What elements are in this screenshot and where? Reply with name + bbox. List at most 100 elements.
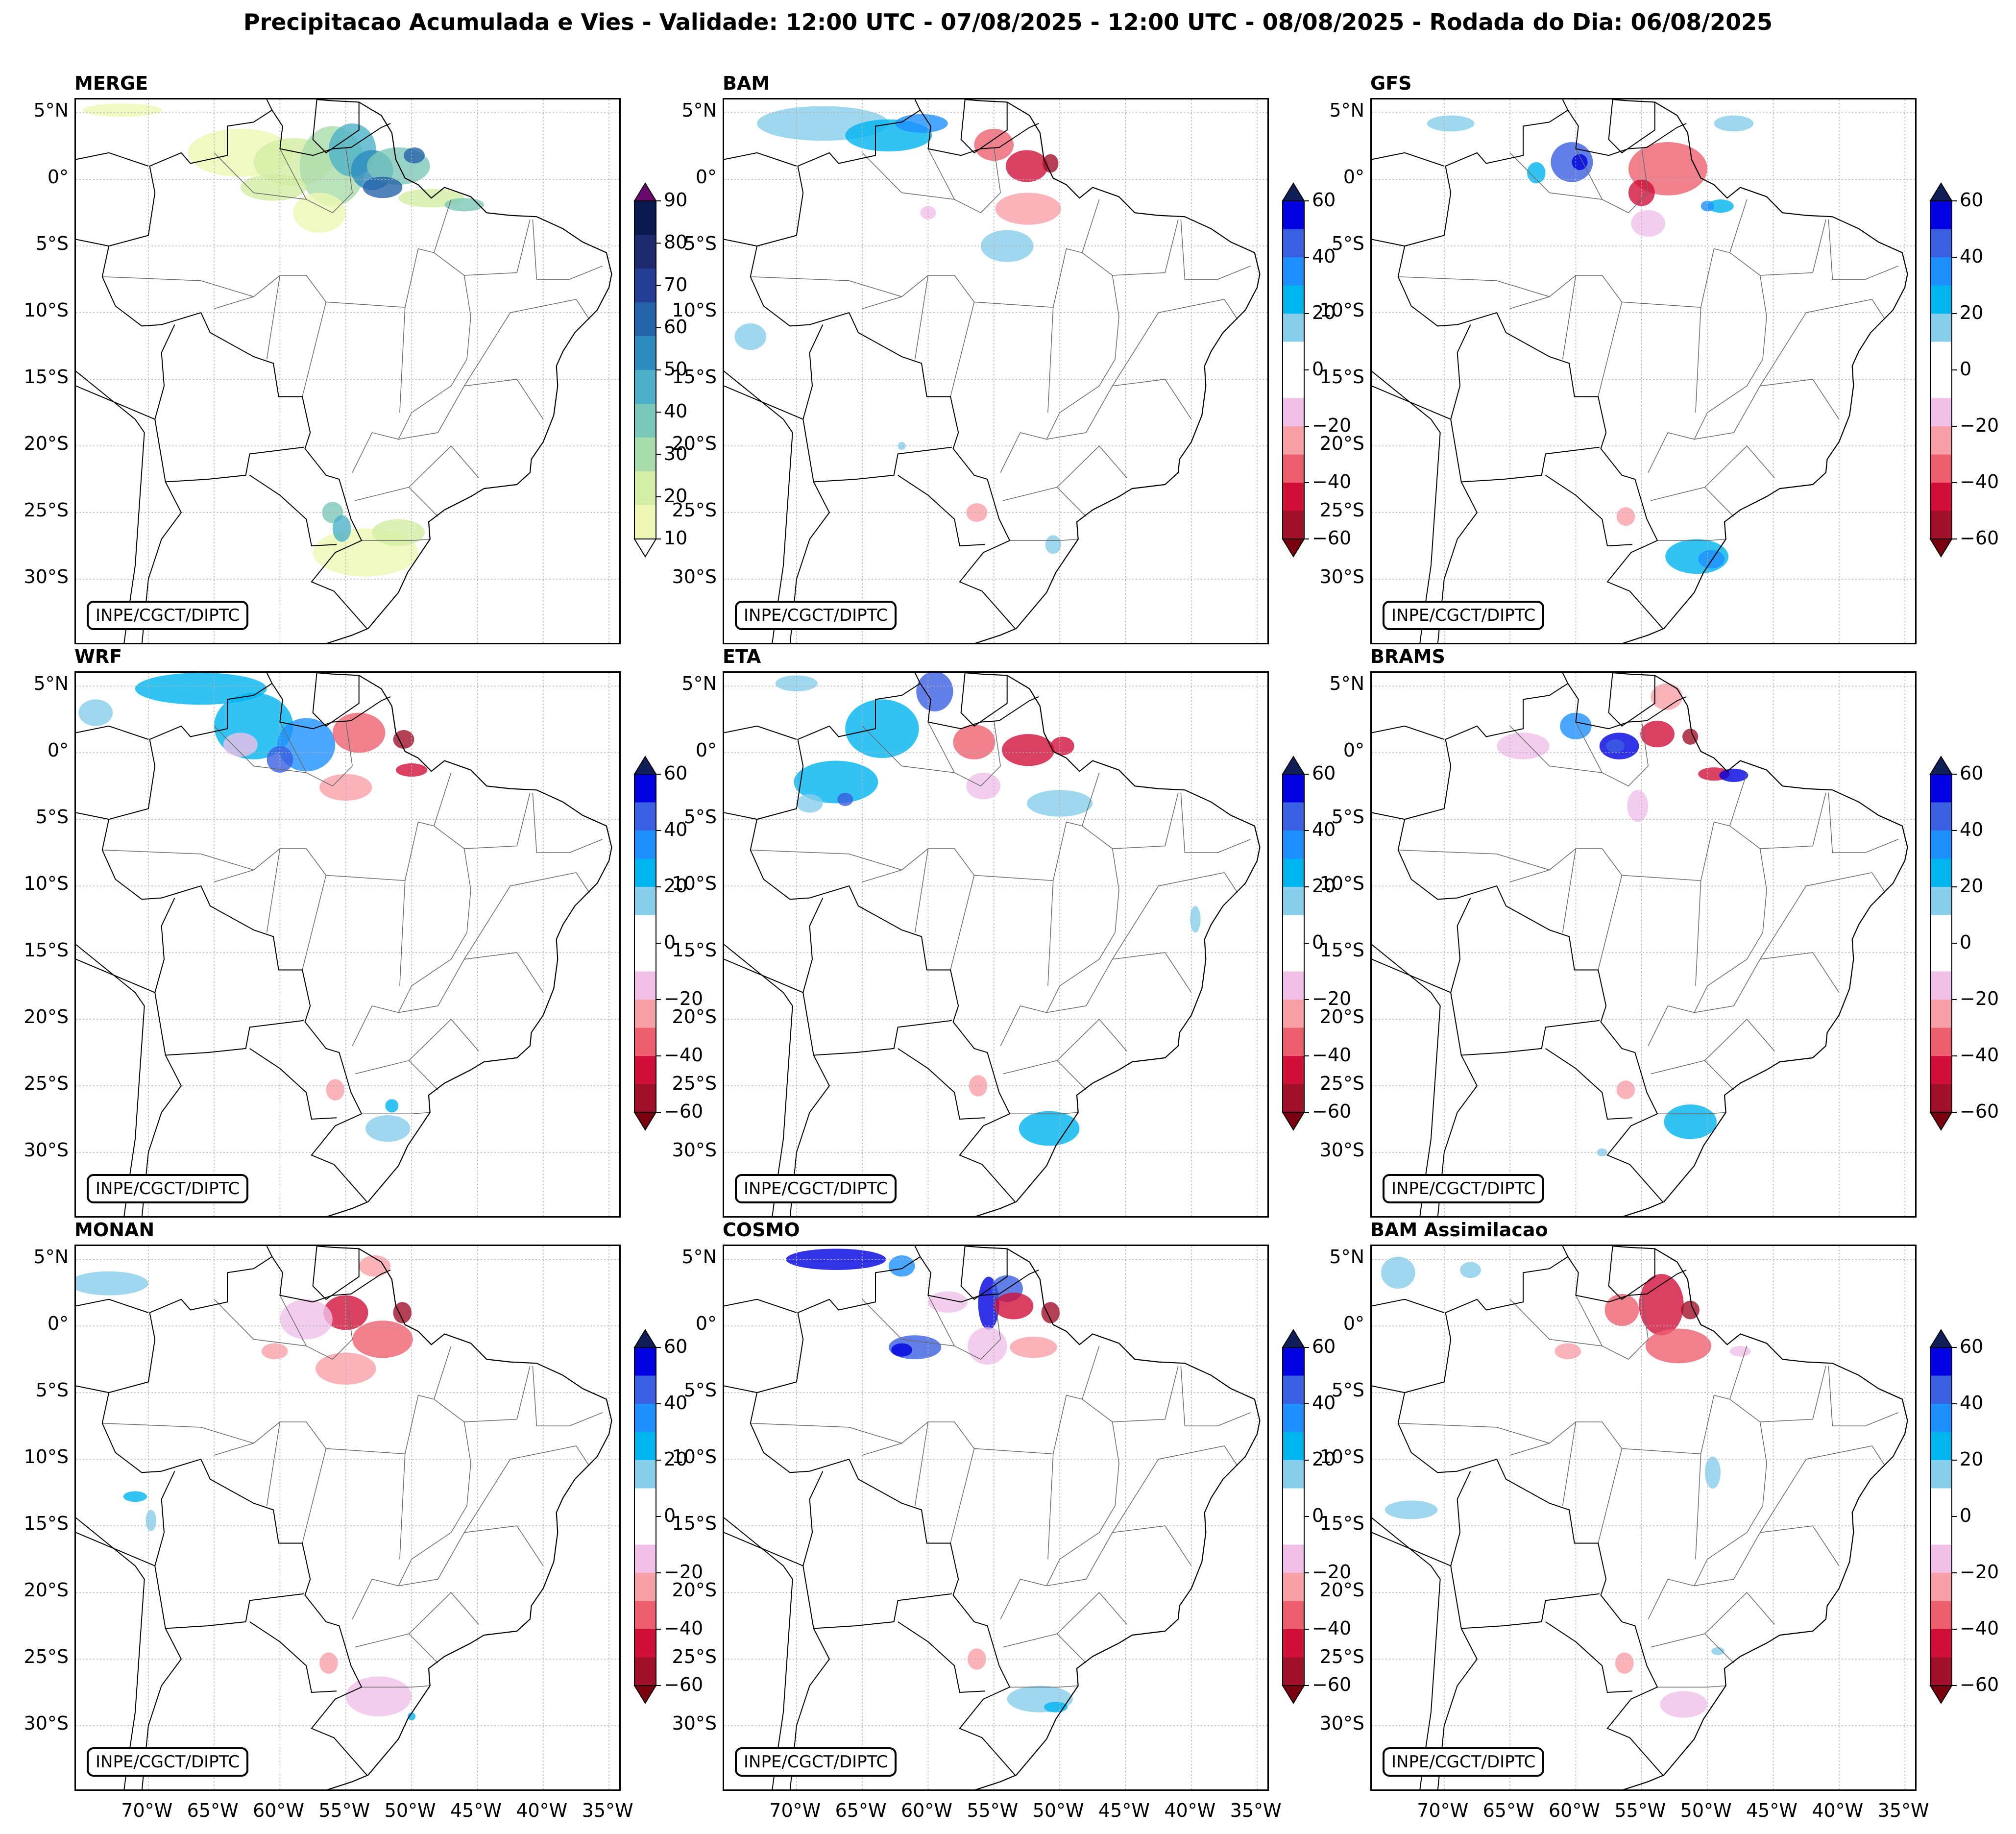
colorbar-segment: [634, 471, 656, 506]
country-border: [1397, 1423, 1663, 1776]
bias-colorbar: 60 40 20 0 −20 −40 −60: [1926, 157, 2005, 583]
panel-title-bam: BAM: [723, 73, 770, 94]
bias-colorbar: 60 40 20 0 −20 −40 −60: [1279, 157, 1357, 583]
state-border: [1010, 1112, 1078, 1114]
state-border: [994, 720, 1001, 766]
latitude-label: 30°S: [672, 566, 717, 588]
latitude-label: 15°S: [672, 366, 717, 388]
longitude-label: 65°W: [835, 1800, 887, 1821]
colorbar-segment: [1283, 1084, 1304, 1113]
colorbar-segment: [1283, 454, 1304, 483]
colorbar-tick-label: 20: [664, 875, 688, 897]
data-field: [786, 1248, 1073, 1712]
country-border: [1397, 109, 1687, 277]
country-border: [1608, 673, 1655, 727]
state-border: [950, 302, 975, 397]
colorbar-segment: [1930, 201, 1952, 229]
map-panel-wrf: INPE/CGCT/DIPTC: [74, 671, 621, 1218]
colorbar-tick-label: −20: [1960, 988, 1999, 1009]
panel-title-monan: MONAN: [74, 1219, 155, 1241]
precip-patch: [968, 1327, 1007, 1365]
colorbar-tick-label: −40: [1312, 1044, 1352, 1066]
map-panel-eta: INPE/CGCT/DIPTC: [723, 671, 1269, 1218]
country-border: [750, 850, 1016, 1202]
state-border: [279, 148, 307, 200]
longitude-label: 35°W: [1230, 1800, 1282, 1821]
colorbar-segment: [1283, 370, 1304, 398]
latitude-label: 15°S: [1319, 366, 1364, 388]
state-border: [862, 1443, 902, 1456]
coastline: [76, 766, 145, 1216]
colorbar-segment: [634, 505, 656, 539]
colorbar-segment: [1930, 285, 1952, 314]
country-border: [914, 1246, 921, 1257]
country-border: [1562, 1246, 1569, 1257]
precip-patch: [385, 1099, 399, 1113]
longitude-label: 45°W: [1098, 1800, 1150, 1821]
precip-patch: [953, 725, 996, 759]
precip-patch: [393, 1302, 412, 1323]
colorbar-segment: [634, 1629, 656, 1658]
state-border: [398, 952, 544, 1013]
state-border: [1224, 1445, 1238, 1467]
precip-patch: [916, 673, 953, 711]
state-border: [1180, 219, 1251, 280]
latitude-label: 25°S: [24, 499, 69, 521]
country-border: [101, 850, 367, 1202]
colorbar-segment: [1930, 858, 1952, 887]
colorbar-segment: [1283, 943, 1304, 972]
latitude-label: 20°S: [1319, 433, 1364, 455]
colorbar-tick-label: −60: [664, 1100, 704, 1122]
map-svg: [1372, 1246, 1915, 1789]
precip-patch: [359, 1255, 391, 1277]
country-border: [1397, 850, 1663, 1202]
latitude-label: 10°S: [1319, 873, 1364, 895]
colorbar-tick-label: 40: [1312, 1392, 1336, 1414]
colorbar-under-arrow: [1929, 1685, 1953, 1704]
country-border: [1372, 239, 1405, 247]
state-border: [927, 722, 955, 773]
country-border: [1450, 324, 1471, 419]
colorbar-segment: [1930, 342, 1952, 370]
precip-patch: [1651, 683, 1683, 710]
colorbar-tick-label: 90: [664, 189, 688, 211]
colorbar-segment: [634, 1027, 656, 1056]
colorbar-tick-label: 40: [1960, 1392, 1984, 1414]
latitude-label: 30°S: [672, 1712, 717, 1735]
colorbar-tick-label: 60: [1312, 189, 1336, 211]
country-border: [960, 673, 1008, 727]
country-border: [802, 324, 824, 419]
colorbar-segment: [634, 235, 656, 269]
colorbar-tick-label: −60: [664, 1674, 704, 1695]
state-border: [434, 199, 452, 253]
state-border: [279, 1295, 307, 1346]
state-border: [409, 445, 479, 488]
colorbar-segment: [634, 201, 656, 235]
state-border: [1651, 1060, 1734, 1090]
country-border: [76, 152, 149, 167]
colorbar-tick-label: −60: [1312, 1674, 1352, 1695]
colorbar-segment: [1283, 1404, 1304, 1432]
country-border: [76, 1385, 109, 1394]
state-border: [1828, 1366, 1898, 1426]
latitude-label: 10°S: [1319, 299, 1364, 321]
latitude-label: 5°N: [681, 673, 717, 695]
colorbar-segment: [634, 1657, 656, 1686]
colorbar-segment: [1283, 774, 1304, 803]
country-border: [750, 683, 1039, 850]
latitude-label: 20°S: [1319, 1579, 1364, 1601]
state-border: [463, 1445, 577, 1533]
colorbar-segment: [1283, 1432, 1304, 1461]
latitude-label: 15°S: [24, 1513, 69, 1535]
country-border: [1372, 1385, 1405, 1394]
colorbar-segment: [634, 1573, 656, 1601]
country-border: [312, 673, 360, 727]
state-border: [994, 1294, 1001, 1340]
credit-label: INPE/CGCT/DIPTC: [87, 1747, 249, 1777]
colorbar-segment: [634, 831, 656, 859]
state-border: [1695, 307, 1701, 413]
latitude-label: 30°S: [672, 1139, 717, 1161]
precip-patch: [332, 712, 386, 753]
colorbar-tick-label: −40: [664, 1617, 704, 1639]
state-border: [214, 1443, 254, 1456]
